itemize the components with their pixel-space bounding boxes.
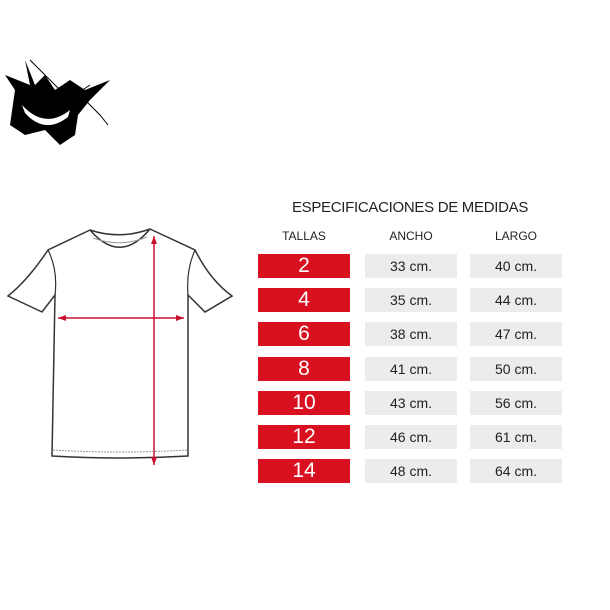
- cell-talla: 4: [258, 288, 350, 313]
- cell-largo: 56 cm.: [470, 390, 562, 415]
- cell-largo: 64 cm.: [470, 459, 562, 484]
- cell-talla: 6: [258, 322, 350, 347]
- header-tallas: TALLAS: [282, 229, 326, 243]
- cell-ancho: 33 cm.: [365, 254, 457, 278]
- header-largo: LARGO: [494, 229, 537, 243]
- cell-ancho: 35 cm.: [365, 288, 457, 313]
- cell-largo: 50 cm.: [470, 356, 562, 381]
- cell-talla: 8: [258, 356, 350, 381]
- cell-ancho: 43 cm.: [365, 390, 457, 415]
- cell-ancho: 46 cm.: [365, 425, 457, 449]
- cell-largo: 47 cm.: [470, 322, 562, 347]
- cell-largo: 40 cm.: [470, 254, 562, 278]
- cell-talla: 2: [258, 254, 350, 278]
- cell-largo: 61 cm.: [470, 425, 562, 449]
- ghost-logo-icon: [5, 59, 110, 145]
- cell-ancho: 41 cm.: [365, 356, 457, 381]
- cell-talla: 12: [258, 425, 350, 449]
- cell-ancho: 48 cm.: [365, 459, 457, 484]
- cell-talla: 10: [258, 390, 350, 415]
- cell-talla: 14: [258, 459, 350, 484]
- cell-ancho: 38 cm.: [365, 322, 457, 347]
- header-ancho: ANCHO: [389, 229, 433, 243]
- tshirt-diagram: [6, 228, 234, 465]
- table-title: ESPECIFICACIONES DE MEDIDAS: [291, 199, 529, 216]
- cell-largo: 44 cm.: [470, 288, 562, 313]
